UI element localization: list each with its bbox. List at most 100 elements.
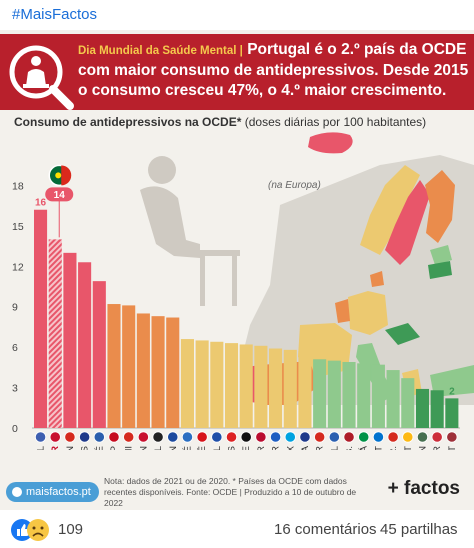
reaction-icons[interactable] bbox=[10, 518, 50, 542]
bar-por bbox=[48, 239, 62, 428]
x-tick-label: EST bbox=[373, 446, 384, 450]
x-tick-label: ESL bbox=[212, 446, 223, 450]
x-tick-label: LUX bbox=[285, 445, 296, 450]
antidepressants-bar-chart: 0 3 6 9 12 15 18 ISLPOR CAN AUSSUÉ ESP CHIDIN BÉL FI… bbox=[12, 156, 460, 450]
x-tick-label: POR bbox=[50, 446, 61, 450]
x-tick-label: HUN bbox=[417, 446, 428, 450]
sad-icon bbox=[27, 519, 49, 541]
x-tick-label: GRÉ bbox=[182, 446, 193, 450]
x-tick-label: FRA bbox=[300, 445, 311, 450]
website-link[interactable]: maisfactos.pt bbox=[6, 482, 99, 502]
flag-din-icon bbox=[137, 431, 149, 443]
flag-lux-icon bbox=[284, 431, 296, 443]
flag-lit-icon bbox=[402, 431, 414, 443]
headline-text: Dia Mundial da Saúde Mental | Portugal é… bbox=[78, 40, 470, 101]
bar-tur bbox=[313, 359, 327, 428]
flag-por-icon bbox=[49, 431, 61, 443]
flag-chi-icon bbox=[123, 431, 135, 443]
x-tick-label: ISL bbox=[36, 446, 47, 450]
flag-p.b.-icon bbox=[343, 431, 355, 443]
map-turkey bbox=[430, 365, 474, 397]
map-estonia bbox=[430, 245, 452, 265]
flag-isr-icon bbox=[269, 431, 282, 443]
x-tick-label: CHÉ bbox=[197, 446, 208, 450]
bar-est bbox=[371, 364, 385, 428]
x-tick-label: SUÉ bbox=[94, 446, 105, 450]
y-tick-label: 18 bbox=[12, 180, 24, 192]
flag-ché-icon bbox=[196, 431, 208, 443]
bar-esl bbox=[327, 360, 341, 428]
flag-est-icon bbox=[372, 431, 385, 443]
chart-title-sub: (doses diárias por 100 habitantes) bbox=[244, 115, 427, 129]
flag-esl-icon bbox=[211, 431, 223, 443]
map-iceland bbox=[308, 132, 353, 154]
bar-nor bbox=[254, 345, 268, 428]
x-tick-label: ESL bbox=[329, 446, 340, 450]
bar-itá bbox=[357, 363, 371, 428]
map-norway bbox=[360, 165, 420, 255]
bar-fin bbox=[166, 317, 180, 428]
chart-title: Consumo de antidepressivos na OCDE* (dos… bbox=[14, 115, 426, 129]
x-tick-label: ISR bbox=[271, 446, 282, 450]
bar-lit bbox=[401, 378, 415, 428]
hashtag-link[interactable]: #MaisFactos bbox=[12, 6, 98, 23]
map-latvia bbox=[428, 261, 452, 279]
highlight-marker: 14 bbox=[45, 164, 74, 238]
flag-esl-icon bbox=[328, 431, 340, 443]
flag-hun-icon bbox=[416, 431, 429, 443]
x-tick-label: CAN bbox=[65, 446, 76, 450]
x-tick-label: ALE bbox=[241, 446, 252, 450]
chart-footnote: Nota: dados de 2021 ou de 2020. * Países… bbox=[104, 476, 357, 508]
flag-fin-icon bbox=[167, 431, 179, 443]
bar-let bbox=[445, 398, 459, 428]
flag-isl-icon bbox=[34, 431, 47, 443]
x-tick-label: COR bbox=[432, 446, 443, 450]
x-tick-label: TUR bbox=[315, 446, 326, 450]
bar-gré bbox=[180, 339, 194, 428]
map-finland bbox=[425, 170, 455, 243]
map-hungary bbox=[385, 323, 420, 345]
bar-lux bbox=[283, 349, 297, 428]
x-tick-label: C.R. bbox=[388, 446, 399, 450]
flag-cor-icon bbox=[431, 431, 443, 443]
x-tick-label: ITÁ bbox=[359, 445, 370, 450]
infographic-card: Dia Mundial da Saúde Mental | Portugal é… bbox=[0, 30, 474, 510]
x-tick-label: DIN bbox=[138, 446, 149, 450]
bar-chi bbox=[122, 305, 136, 428]
headline-pre-label: Dia Mundial da Saúde Mental | bbox=[78, 45, 243, 57]
bar-esp bbox=[107, 304, 121, 428]
bar-ale bbox=[239, 344, 253, 428]
y-tick-label: 6 bbox=[12, 342, 18, 354]
x-tick-label: ÁUS bbox=[227, 446, 238, 450]
globe-icon bbox=[12, 487, 22, 497]
bar-fra bbox=[298, 351, 312, 428]
flag-ale-icon bbox=[240, 431, 252, 443]
map-sweden bbox=[385, 180, 430, 265]
x-tick-label: AUS bbox=[80, 446, 91, 450]
bar-hun bbox=[415, 388, 430, 428]
bar-isr bbox=[269, 348, 283, 428]
bar-c.r. bbox=[386, 370, 400, 428]
bar-sué bbox=[92, 281, 106, 428]
x-tick-label: CHI bbox=[124, 446, 135, 450]
flag-esp-icon bbox=[108, 431, 120, 443]
flag-let-icon bbox=[446, 431, 458, 443]
data-label: 2 bbox=[449, 386, 455, 397]
flag-itá-icon bbox=[358, 431, 370, 443]
flag-aus-icon bbox=[79, 431, 91, 443]
y-tick-label: 15 bbox=[12, 221, 24, 233]
highlight-value-label: 14 bbox=[54, 190, 66, 201]
reaction-count[interactable]: 109 bbox=[58, 521, 84, 538]
post-footer: 109 16 comentários 45 partilhas bbox=[0, 514, 474, 548]
flag-tur-icon bbox=[314, 431, 326, 443]
x-tick-label: LIT bbox=[403, 446, 414, 450]
bar-din bbox=[136, 313, 150, 428]
shares-count[interactable]: 45 partilhas bbox=[380, 521, 458, 538]
highlight-value-pill bbox=[45, 187, 74, 202]
flag-fra-icon bbox=[299, 431, 311, 443]
x-tick-label: NOR bbox=[256, 446, 267, 450]
y-tick-label: 0 bbox=[12, 423, 18, 435]
headline-main: Portugal é o 2.º país da OCDE com maior … bbox=[78, 41, 469, 99]
comments-count[interactable]: 16 comentários bbox=[274, 521, 377, 538]
flag-can-icon bbox=[64, 431, 76, 443]
